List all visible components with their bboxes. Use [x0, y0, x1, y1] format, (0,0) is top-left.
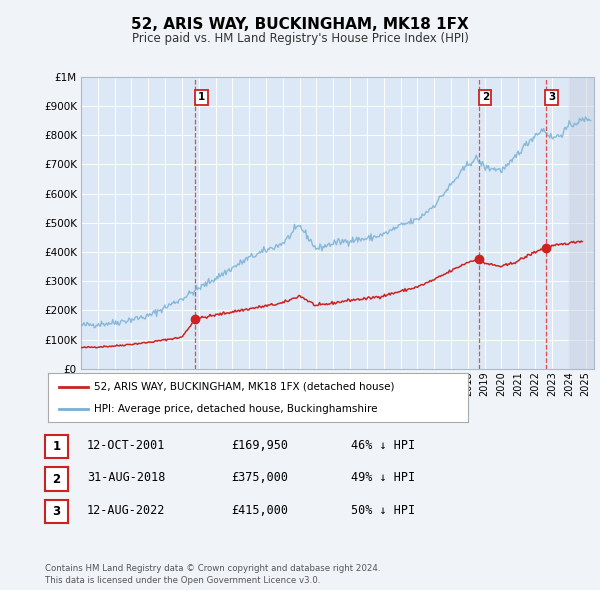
Text: 50% ↓ HPI: 50% ↓ HPI	[351, 504, 415, 517]
Text: 49% ↓ HPI: 49% ↓ HPI	[351, 471, 415, 484]
Text: 3: 3	[52, 505, 61, 518]
Text: 46% ↓ HPI: 46% ↓ HPI	[351, 439, 415, 452]
Text: 12-OCT-2001: 12-OCT-2001	[87, 439, 166, 452]
Text: 2: 2	[482, 92, 489, 102]
Text: 52, ARIS WAY, BUCKINGHAM, MK18 1FX: 52, ARIS WAY, BUCKINGHAM, MK18 1FX	[131, 17, 469, 31]
Text: Price paid vs. HM Land Registry's House Price Index (HPI): Price paid vs. HM Land Registry's House …	[131, 32, 469, 45]
Text: Contains HM Land Registry data © Crown copyright and database right 2024.
This d: Contains HM Land Registry data © Crown c…	[45, 565, 380, 585]
Text: £169,950: £169,950	[231, 439, 288, 452]
Text: 2: 2	[52, 473, 61, 486]
Text: 31-AUG-2018: 31-AUG-2018	[87, 471, 166, 484]
Text: 1: 1	[198, 92, 205, 102]
Text: £375,000: £375,000	[231, 471, 288, 484]
Bar	[569, 77, 594, 369]
Text: 1: 1	[52, 440, 61, 453]
Text: 52, ARIS WAY, BUCKINGHAM, MK18 1FX (detached house): 52, ARIS WAY, BUCKINGHAM, MK18 1FX (deta…	[94, 382, 395, 392]
Text: 12-AUG-2022: 12-AUG-2022	[87, 504, 166, 517]
Text: £415,000: £415,000	[231, 504, 288, 517]
Text: HPI: Average price, detached house, Buckinghamshire: HPI: Average price, detached house, Buck…	[94, 404, 378, 414]
Text: 3: 3	[548, 92, 556, 102]
